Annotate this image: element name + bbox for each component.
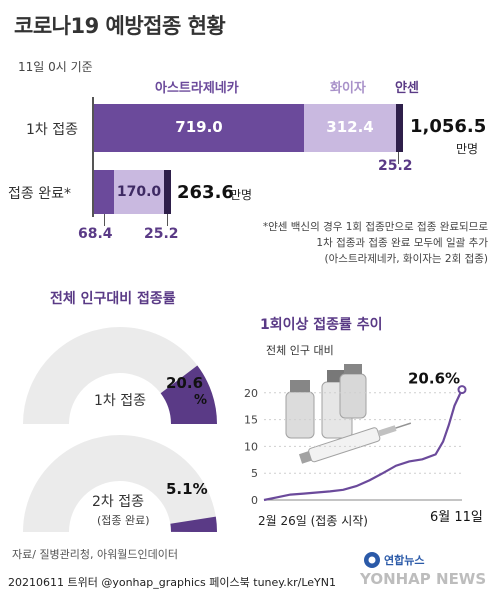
- leader-full-astrazeneca: [104, 214, 105, 226]
- chart-title: 1회이상 접종률 추이: [260, 317, 383, 333]
- source: 자료/ 질병관리청, 아워월드인데이터: [12, 548, 178, 561]
- series-end-label: 20.6%: [408, 370, 460, 388]
- header-janssen: 얀센: [395, 81, 419, 96]
- bar-axis: [92, 97, 94, 217]
- total-fully-vaccinated: 263.6: [177, 182, 234, 203]
- gauges-title: 전체 인구대비 접종률: [50, 291, 176, 307]
- series-line: [263, 389, 463, 502]
- bar-full-pfizer: [114, 170, 164, 214]
- vaccine-vial-syringe-icon: [285, 364, 412, 464]
- row-label-first-dose: 1차 접종: [26, 122, 78, 138]
- row-label-fully-vaccinated: 접종 완료*: [8, 186, 71, 202]
- bar-first-pfizer: [304, 104, 396, 152]
- x-label-start: 2월 26일 (접종 시작): [258, 514, 368, 528]
- bar-first-pfizer-label: 312.4: [326, 118, 374, 136]
- footnote-line: (아스트라제네카, 화이자는 2회 접종): [324, 253, 488, 265]
- total-first-dose: 1,056.5: [410, 116, 487, 137]
- series-end-point: [457, 385, 467, 395]
- bar-first-janssen: [396, 104, 403, 152]
- logo-name: 연합뉴스: [384, 553, 424, 567]
- footnote-line: 1차 접종과 접종 완료 모두에 일괄 추가: [316, 237, 488, 249]
- y-tick-label: 10: [244, 440, 258, 453]
- page-title: 코로나19 예방접종 현황: [14, 14, 226, 38]
- footnote: *얀센 백신의 경우 1회 접종만으로 접종 완료되므로 1차 접종과 접종 완…: [200, 219, 488, 267]
- chart-subtitle: 전체 인구 대비: [266, 344, 334, 357]
- y-tick-label: 15: [244, 414, 258, 427]
- value-full-janssen: 25.2: [144, 226, 179, 242]
- gauge-second-value: 5.1%: [166, 480, 208, 498]
- header-astrazeneca: 아스트라제네카: [155, 81, 239, 96]
- footnote-line: *얀센 백신의 경우 1회 접종만으로 접종 완료되므로: [262, 221, 488, 233]
- gauge-second-fill: [170, 516, 217, 532]
- credit: 20210611 트위터 @yonhap_graphics 페이스북 tuney…: [8, 576, 336, 589]
- gauge-second-sublabel: (접종 완료): [97, 514, 150, 527]
- value-first-janssen: 25.2: [378, 158, 413, 174]
- y-tick-label: 0: [251, 494, 258, 507]
- gauge-second-dose: [23, 435, 217, 532]
- header-pfizer: 화이자: [330, 81, 366, 96]
- y-tick-label: 5: [251, 467, 258, 480]
- total-fully-vaccinated-unit: 만명: [230, 188, 253, 202]
- x-label-end: 6월 11일: [430, 510, 483, 525]
- logo-text: YONHAP NEWS: [359, 570, 486, 588]
- gauge-first-fill: [160, 365, 217, 424]
- bar-full-pfizer-label: 170.0: [116, 184, 162, 200]
- gauge-first-dose: [23, 327, 217, 424]
- gauge-second-label: 2차 접종: [92, 494, 144, 510]
- y-tick-label: 20: [244, 387, 258, 400]
- as-of-date: 11일 0시 기준: [18, 60, 93, 74]
- gauge-first-unit: %: [194, 393, 208, 408]
- bar-first-astrazeneca-label: 719.0: [175, 118, 223, 136]
- yonhap-logo-icon: 연합뉴스 YONHAP NEWS: [359, 552, 486, 588]
- leader-full-janssen: [167, 214, 168, 226]
- bar-first-astrazeneca: [94, 104, 304, 152]
- gauge-first-label: 1차 접종: [94, 393, 146, 409]
- gauge-first-value: 20.6: [166, 374, 204, 392]
- bar-full-astrazeneca: [94, 170, 114, 214]
- bar-full-janssen: [164, 170, 171, 214]
- gauge-second-track: [23, 435, 217, 532]
- total-first-dose-unit: 만명: [456, 142, 479, 156]
- leader-first-janssen: [398, 152, 399, 164]
- value-full-astrazeneca: 68.4: [78, 226, 113, 242]
- line-chart: 0 5 10 15 20 20.6%: [244, 364, 467, 507]
